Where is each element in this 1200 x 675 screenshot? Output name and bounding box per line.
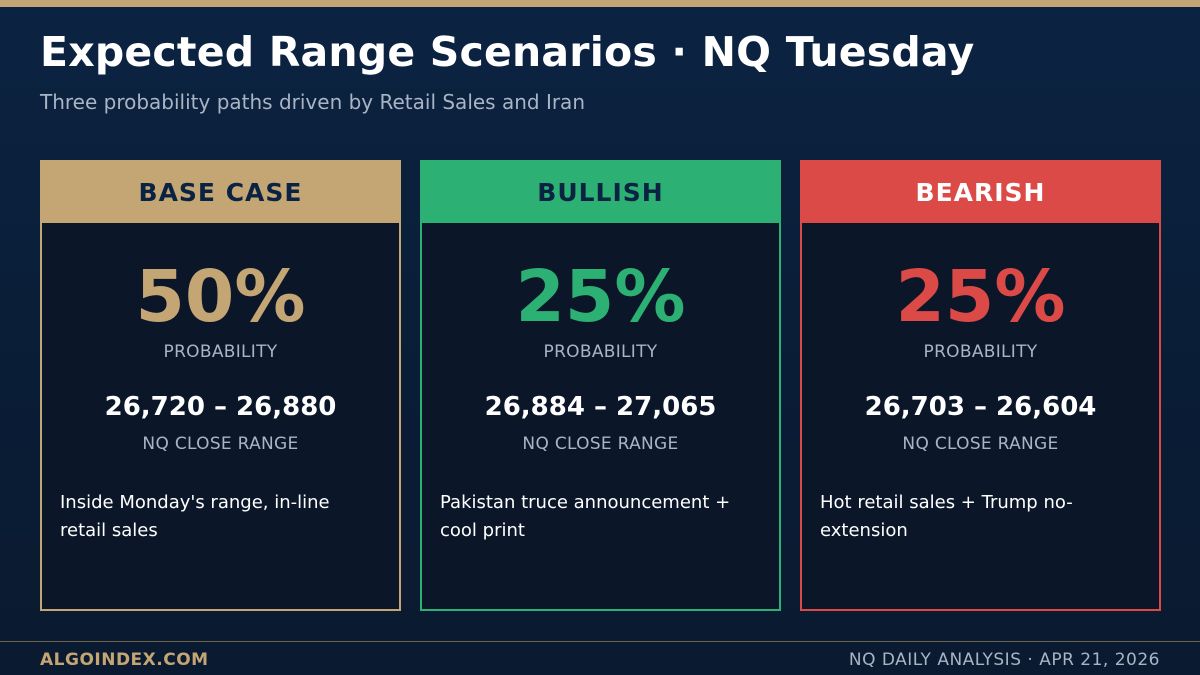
footer-info: NQ DAILY ANALYSIS · APR 21, 2026	[848, 650, 1160, 670]
probability-label: PROBABILITY	[543, 342, 658, 362]
card-header-base-case: BASE CASE	[42, 162, 399, 223]
close-range-value: 26,884 – 27,065	[484, 392, 717, 422]
close-range-label: NQ CLOSE RANGE	[142, 434, 299, 454]
card-header-bearish: BEARISH	[802, 162, 1159, 223]
close-range-value: 26,720 – 26,880	[104, 392, 337, 422]
close-range-label: NQ CLOSE RANGE	[902, 434, 1059, 454]
scenario-description: Inside Monday's range, in-line retail sa…	[60, 492, 330, 541]
page-subtitle: Three probability paths driven by Retail…	[40, 90, 585, 114]
probability-value: 25%	[895, 255, 1066, 338]
close-range-label: NQ CLOSE RANGE	[522, 434, 679, 454]
probability-value: 50%	[135, 255, 306, 338]
probability-label: PROBABILITY	[163, 342, 278, 362]
scenario-card-base-case: BASE CASE 50% PROBABILITY 26,720 – 26,88…	[40, 160, 401, 611]
probability-label: PROBABILITY	[923, 342, 1038, 362]
scenario-card-bullish: BULLISH 25% PROBABILITY 26,884 – 27,065 …	[420, 160, 781, 611]
card-header-bullish: BULLISH	[422, 162, 779, 223]
scenario-description: Pakistan truce announcement + cool print	[440, 492, 731, 541]
footer-divider	[0, 641, 1200, 642]
top-accent-bar	[0, 0, 1200, 7]
scenario-card-bearish: BEARISH 25% PROBABILITY 26,703 – 26,604 …	[800, 160, 1161, 611]
page-title: Expected Range Scenarios · NQ Tuesday	[40, 28, 975, 76]
close-range-value: 26,703 – 26,604	[864, 392, 1097, 422]
footer-brand: ALGOINDEX.COM	[40, 650, 209, 670]
probability-value: 25%	[515, 255, 686, 338]
scenario-description: Hot retail sales + Trump no-extension	[820, 492, 1073, 541]
